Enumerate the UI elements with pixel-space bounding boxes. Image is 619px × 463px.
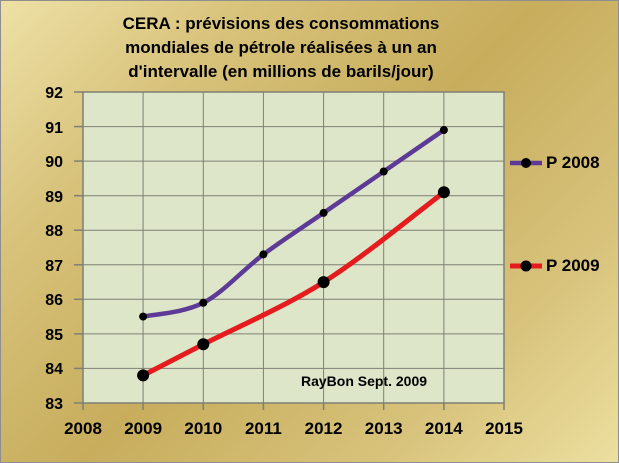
y-tick-label: 91	[45, 119, 63, 137]
chart-title: CERA : prévisions des consommations mond…	[21, 12, 541, 84]
x-tick-label: 2009	[124, 419, 163, 438]
chart-title-line-1: CERA : prévisions des consommations	[122, 14, 440, 33]
x-tick-label: 2011	[244, 419, 282, 438]
y-tick-label: 86	[45, 292, 63, 310]
y-tick-label: 87	[45, 257, 63, 275]
y-tick-label: 83	[45, 396, 63, 413]
chart-title-line-2: mondiales de pétrole réalisées à un an	[125, 38, 437, 57]
y-tick-label: 88	[45, 223, 63, 241]
x-tick-label: 2012	[304, 419, 343, 438]
x-tick-label: 2013	[364, 419, 403, 438]
y-tick-label: 89	[45, 188, 63, 206]
y-tick-label: 85	[45, 326, 63, 344]
x-tick-label: 2015	[485, 419, 523, 438]
source-annotation: RayBon Sept. 2009	[300, 373, 428, 389]
x-tick-label: 2014	[424, 419, 463, 438]
x-tick-label: 2008	[64, 419, 102, 438]
x-tick-label: 2010	[184, 419, 223, 438]
chart-title-line-3: d'intervalle (en millions de barils/jour…	[128, 62, 434, 81]
y-tick-label: 90	[45, 154, 63, 172]
y-tick-label: 92	[45, 85, 63, 102]
y-tick-label: 84	[45, 361, 63, 379]
